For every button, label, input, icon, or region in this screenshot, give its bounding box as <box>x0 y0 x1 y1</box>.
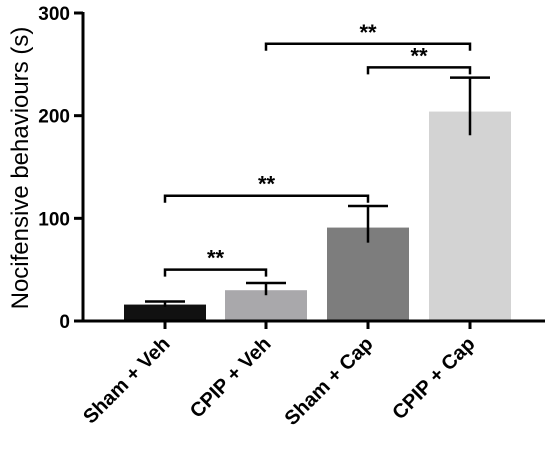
significance-bracket-4 <box>366 66 472 75</box>
significance-label: ** <box>410 43 428 68</box>
x-tick-label: Sham + Cap <box>281 333 378 430</box>
y-axis-label: Nocifensive behaviours (s) <box>7 27 34 310</box>
bars <box>124 111 511 321</box>
bar-1 <box>124 304 206 321</box>
significance-bracket-2 <box>163 194 370 203</box>
y-tick-label: 300 <box>38 4 70 25</box>
y-axis: 0 100 200 300 <box>38 4 85 333</box>
x-tick-label: CPIP + Veh <box>186 333 276 423</box>
error-bars <box>145 76 490 307</box>
x-tick-label: CPIP + Cap <box>388 333 479 424</box>
y-tick-label: 100 <box>38 209 70 230</box>
x-tick-label: Sham + Veh <box>79 333 174 428</box>
bar-3 <box>327 227 409 321</box>
significance-brackets: ** ** ** ** <box>163 20 472 277</box>
significance-label: ** <box>359 20 377 45</box>
bar-2 <box>225 290 307 321</box>
x-axis: Sham + Veh CPIP + Veh Sham + Cap CPIP + Cap <box>79 319 545 430</box>
significance-label: ** <box>207 246 225 271</box>
significance-bracket-3 <box>264 42 472 51</box>
significance-label: ** <box>258 172 276 197</box>
y-tick-label: 0 <box>59 312 70 333</box>
bar-4 <box>429 111 511 321</box>
y-tick-label: 200 <box>38 107 70 128</box>
significance-bracket-1 <box>163 268 268 277</box>
